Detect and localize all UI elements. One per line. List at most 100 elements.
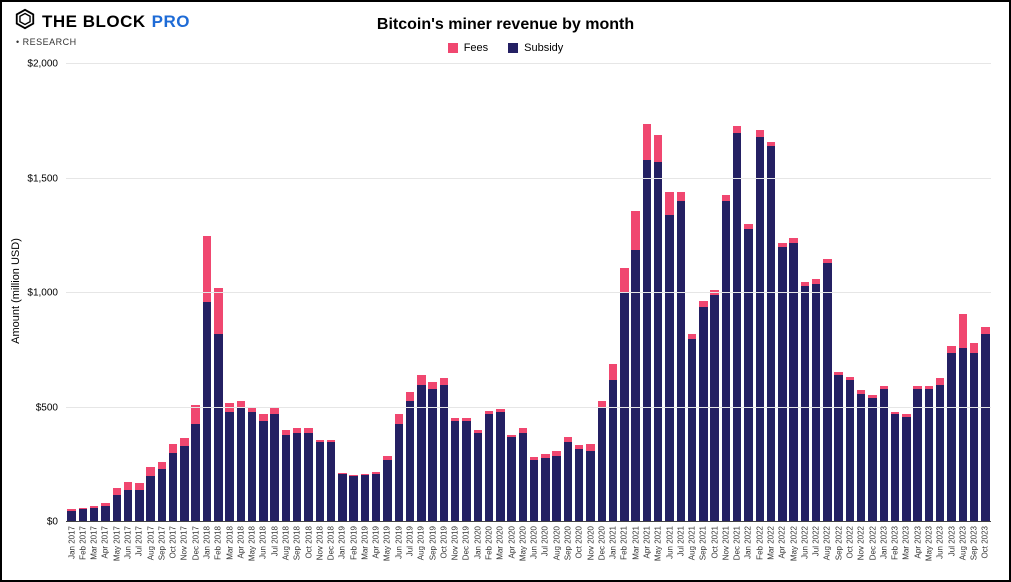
bar bbox=[372, 472, 380, 522]
x-tick-label: Jul 2021 bbox=[676, 526, 685, 556]
bar bbox=[237, 401, 245, 522]
x-tick-label: Apr 2017 bbox=[101, 526, 110, 558]
x-tick-label: Mar 2020 bbox=[496, 526, 505, 560]
x-tick-label: Jul 2023 bbox=[947, 526, 956, 556]
x-tick-label: Mar 2019 bbox=[360, 526, 369, 560]
x-tick-label: Jul 2020 bbox=[541, 526, 550, 556]
bar bbox=[462, 418, 470, 522]
bar bbox=[406, 391, 414, 522]
bar bbox=[744, 224, 752, 522]
bar-segment-subsidy bbox=[519, 433, 527, 522]
bar-segment-subsidy bbox=[947, 353, 955, 522]
bar bbox=[79, 508, 87, 522]
x-tick-label: Feb 2020 bbox=[485, 526, 494, 560]
x-tick-label: Dec 2021 bbox=[733, 526, 742, 560]
bar bbox=[519, 428, 527, 522]
bar-segment-subsidy bbox=[428, 389, 436, 522]
bar-segment-subsidy bbox=[293, 433, 301, 522]
bar bbox=[834, 372, 842, 522]
x-tick-label: Dec 2022 bbox=[868, 526, 877, 560]
bar-segment-fees bbox=[169, 444, 177, 453]
bar-segment-subsidy bbox=[507, 437, 515, 522]
x-tick-label: Feb 2018 bbox=[214, 526, 223, 560]
bar-segment-subsidy bbox=[823, 263, 831, 522]
x-tick-label: Jan 2020 bbox=[473, 526, 482, 559]
bar-segment-subsidy bbox=[259, 421, 267, 522]
x-tick-label: Jul 2017 bbox=[135, 526, 144, 556]
bar bbox=[868, 395, 876, 522]
x-tick-label: Aug 2018 bbox=[281, 526, 290, 560]
bar bbox=[823, 259, 831, 522]
bar-segment-fees bbox=[981, 327, 989, 334]
bar-segment-subsidy bbox=[834, 375, 842, 522]
bar-segment-subsidy bbox=[124, 490, 132, 522]
bar bbox=[304, 428, 312, 522]
bar-segment-subsidy bbox=[530, 460, 538, 522]
bar bbox=[485, 411, 493, 522]
bar-segment-fees bbox=[270, 408, 278, 415]
x-tick-label: Aug 2017 bbox=[146, 526, 155, 560]
bar-segment-fees bbox=[959, 314, 967, 348]
bar-segment-fees bbox=[936, 378, 944, 385]
bar-segment-subsidy bbox=[451, 421, 459, 522]
bar bbox=[970, 343, 978, 522]
bar-segment-subsidy bbox=[101, 506, 109, 522]
x-tick-label: Jan 2019 bbox=[338, 526, 347, 559]
bar-segment-subsidy bbox=[113, 495, 121, 522]
bar-segment-subsidy bbox=[733, 133, 741, 522]
bar bbox=[349, 475, 357, 522]
bar-segment-subsidy bbox=[135, 490, 143, 522]
gridline bbox=[66, 292, 991, 293]
bar bbox=[552, 451, 560, 522]
bar-segment-subsidy bbox=[620, 293, 628, 522]
bar bbox=[778, 243, 786, 522]
bar bbox=[767, 142, 775, 522]
x-tick-label: Aug 2023 bbox=[958, 526, 967, 560]
x-tick-label: Sep 2017 bbox=[157, 526, 166, 560]
bar bbox=[733, 126, 741, 522]
bar-segment-subsidy bbox=[180, 446, 188, 522]
bar bbox=[699, 301, 707, 522]
bar-segment-subsidy bbox=[225, 412, 233, 522]
bar-segment-subsidy bbox=[541, 458, 549, 522]
bar-segment-fees bbox=[654, 135, 662, 162]
x-tick-label: Mar 2017 bbox=[90, 526, 99, 560]
x-tick-label: May 2017 bbox=[112, 526, 121, 561]
bar-segment-subsidy bbox=[981, 334, 989, 522]
bar-segment-fees bbox=[180, 438, 188, 446]
bar bbox=[327, 440, 335, 522]
bar-segment-subsidy bbox=[654, 162, 662, 522]
bar-segment-subsidy bbox=[248, 412, 256, 522]
bar-segment-fees bbox=[722, 195, 730, 202]
bar bbox=[158, 462, 166, 522]
y-tick-label: $500 bbox=[36, 402, 58, 413]
bar-segment-fees bbox=[124, 482, 132, 490]
x-tick-label: Oct 2021 bbox=[710, 526, 719, 558]
bar-segment-subsidy bbox=[631, 250, 639, 523]
bar-segment-subsidy bbox=[643, 160, 651, 522]
bar bbox=[474, 430, 482, 522]
x-tick-label: Sep 2020 bbox=[563, 526, 572, 560]
bar-segment-fees bbox=[406, 392, 414, 401]
x-tick-label: Jan 2022 bbox=[744, 526, 753, 559]
bar-segment-subsidy bbox=[237, 408, 245, 522]
bar-segment-fees bbox=[756, 130, 764, 137]
x-tick-label: Apr 2021 bbox=[642, 526, 651, 558]
bar-segment-subsidy bbox=[846, 380, 854, 522]
bar-segment-subsidy bbox=[406, 401, 414, 522]
bar-segment-subsidy bbox=[327, 442, 335, 522]
gridline bbox=[66, 63, 991, 64]
x-tick-label: Dec 2020 bbox=[597, 526, 606, 560]
x-tick-label: Sep 2023 bbox=[970, 526, 979, 560]
bar-segment-fees bbox=[158, 462, 166, 469]
bar bbox=[383, 456, 391, 522]
bar-segment-subsidy bbox=[598, 408, 606, 522]
bar bbox=[428, 382, 436, 522]
bar-segment-subsidy bbox=[699, 307, 707, 522]
bar-segment-subsidy bbox=[462, 421, 470, 522]
bar-segment-subsidy bbox=[395, 424, 403, 522]
bar bbox=[665, 192, 673, 522]
legend-label: Fees bbox=[464, 42, 488, 54]
bar-segment-fees bbox=[677, 192, 685, 201]
x-tick-label: Jun 2017 bbox=[124, 526, 133, 559]
